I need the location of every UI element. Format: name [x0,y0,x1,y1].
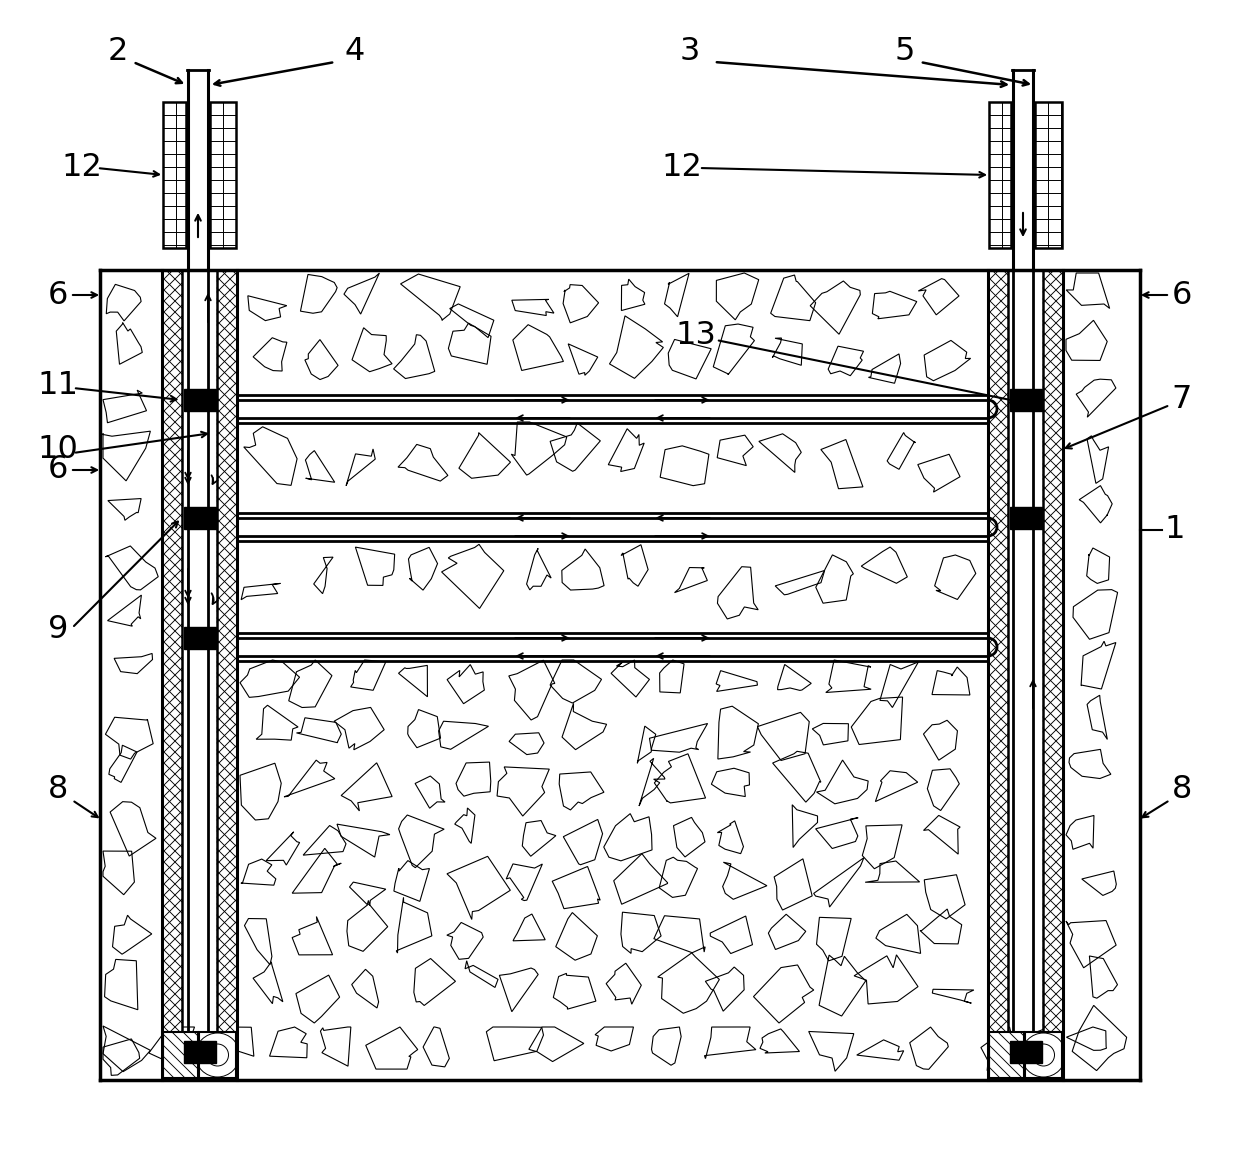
Text: 6: 6 [48,279,68,310]
Bar [990,102,1011,248]
Bar [1009,389,1042,411]
Bar [198,1032,236,1078]
Bar [1043,270,1063,1080]
Bar [1009,1041,1042,1063]
Bar [184,389,216,411]
Text: 4: 4 [345,37,365,68]
Bar [988,270,1008,1080]
Bar [184,1041,216,1063]
Bar [184,627,216,649]
Bar [162,270,182,1080]
Bar [162,1032,198,1078]
Bar [1009,507,1042,529]
Text: 7: 7 [1172,384,1192,415]
Bar [210,102,236,248]
Bar [162,270,182,1080]
Text: 12: 12 [62,153,103,184]
Text: 6: 6 [48,454,68,485]
Text: 10: 10 [37,435,78,466]
Text: 3: 3 [680,37,701,68]
Bar [1035,102,1061,248]
Text: 6: 6 [1172,279,1192,310]
Text: 11: 11 [37,369,78,400]
Bar [162,102,186,248]
Bar [184,507,216,529]
Text: 8: 8 [1172,774,1192,805]
Text: 1: 1 [1164,514,1185,545]
Text: 9: 9 [48,614,68,645]
Bar [1025,1032,1061,1078]
Text: 12: 12 [661,153,703,184]
Bar [217,270,237,1080]
Bar [1043,270,1063,1080]
Text: 8: 8 [48,774,68,805]
Text: 5: 5 [895,37,915,68]
Text: 2: 2 [108,37,128,68]
Bar [988,270,1008,1080]
Text: 13: 13 [676,321,717,352]
Bar [217,270,237,1080]
Bar [990,1032,1024,1078]
